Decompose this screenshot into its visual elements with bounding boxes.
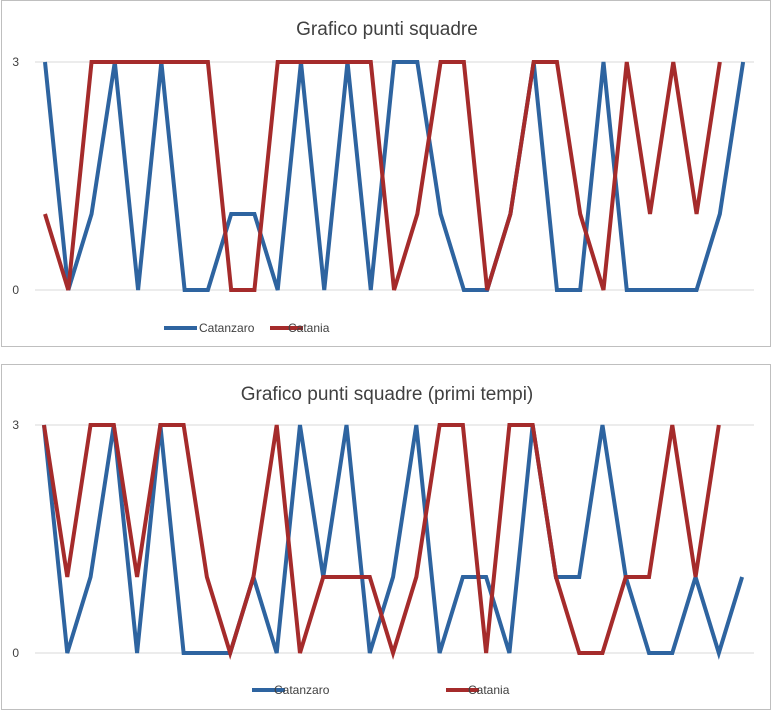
chart-panel-first-half-points: Grafico punti squadre (primi tempi) 0 3 Cat… xyxy=(1,364,771,710)
series-line-catania xyxy=(43,60,722,292)
legend-label-catanzaro: Catanzaro xyxy=(274,683,330,697)
y-tick-label: 3 xyxy=(12,418,19,432)
series-line-catanzaro xyxy=(43,60,746,292)
y-tick-label: 0 xyxy=(12,283,19,297)
chart-panel-points: Grafico punti squadre 0 3 Catanzaro Catania xyxy=(1,0,771,347)
series-line-catania xyxy=(42,423,721,660)
series-line-catanzaro xyxy=(42,424,745,660)
y-tick-label: 0 xyxy=(12,646,19,660)
legend-label-catanzaro: Catanzaro xyxy=(199,321,255,335)
y-tick-label: 3 xyxy=(12,55,19,69)
chart-title: Grafico punti squadre xyxy=(296,19,478,40)
legend-label-catania: Catania xyxy=(468,683,510,697)
chart-first-half-points-svg: Grafico punti squadre (primi tempi) 0 3 Cat… xyxy=(12,384,754,697)
chart-points-svg: Grafico punti squadre 0 3 Catanzaro Catania xyxy=(12,19,754,335)
legend-label-catania: Catania xyxy=(288,321,330,335)
chart-title: Grafico punti squadre (primi tempi) xyxy=(241,384,534,405)
